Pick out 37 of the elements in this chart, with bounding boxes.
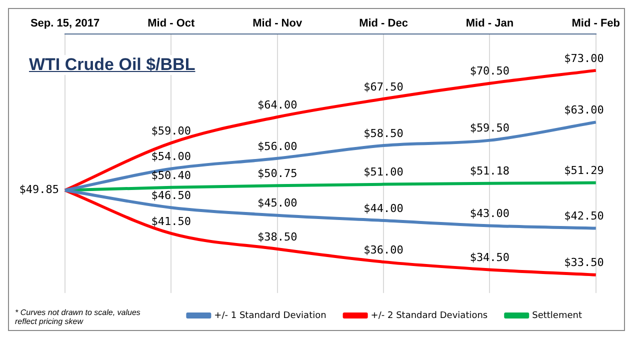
data-label: $59.00 xyxy=(151,124,192,138)
data-label: $56.00 xyxy=(257,140,298,153)
data-label: $64.00 xyxy=(257,98,298,112)
x-tick-label: Mid - Nov xyxy=(252,18,303,30)
x-tick-label: Mid - Jan xyxy=(466,18,514,30)
data-label: $59.50 xyxy=(470,122,510,135)
data-label: $34.50 xyxy=(470,251,510,264)
data-label: $67.50 xyxy=(364,80,404,94)
data-label: $50.40 xyxy=(151,168,192,182)
data-label: $49.85 xyxy=(19,183,59,196)
data-label: $38.50 xyxy=(257,230,298,244)
data-label: $33.50 xyxy=(564,256,604,270)
chart-title: WTI Crude Oil $/BBL xyxy=(29,55,196,75)
x-tick-label: Sep. 15, 2017 xyxy=(30,18,100,30)
data-label: $41.50 xyxy=(151,214,192,228)
data-label: $63.00 xyxy=(564,104,604,117)
data-label: $73.00 xyxy=(564,52,604,65)
data-label: $45.00 xyxy=(257,196,298,210)
data-label: $51.00 xyxy=(364,166,404,179)
data-label: $44.00 xyxy=(364,202,404,215)
x-tick-label: Mid - Oct xyxy=(148,18,196,30)
data-label: $58.50 xyxy=(364,126,404,140)
data-label: $42.50 xyxy=(564,210,604,223)
data-label: $43.00 xyxy=(470,207,510,220)
data-label: $36.00 xyxy=(364,243,404,256)
x-tick-label: Mid - Dec xyxy=(359,18,408,30)
legend-label: +/- 2 Standard Deviations xyxy=(370,310,488,321)
data-label: $70.50 xyxy=(470,64,510,78)
data-label: $51.18 xyxy=(470,164,510,178)
legend-label: Settlement xyxy=(532,310,582,321)
x-tick-label: Mid - Feb xyxy=(572,18,620,30)
legend-label: +/- 1 Standard Deviation xyxy=(214,310,326,321)
data-label: $50.75 xyxy=(257,166,298,180)
data-label: $51.29 xyxy=(564,164,604,178)
text: * Curves not drawn to scale, values reflect pricing skew xyxy=(15,308,155,326)
data-label: $54.00 xyxy=(151,150,192,164)
data-label: $46.50 xyxy=(151,188,192,202)
